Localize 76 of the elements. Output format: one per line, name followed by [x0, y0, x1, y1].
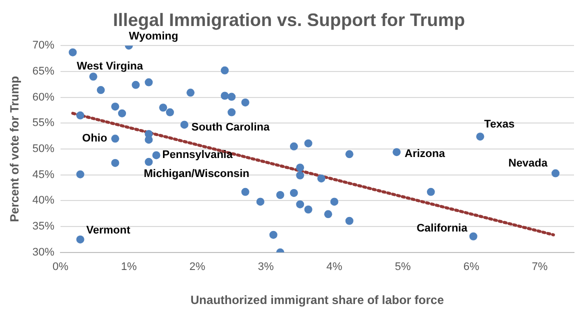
- x-tick-label: 3%: [258, 261, 274, 274]
- y-tick-label: 65%: [32, 65, 55, 78]
- y-tick-label: 45%: [32, 168, 55, 181]
- point: [290, 142, 298, 150]
- y-tick-label: 50%: [32, 143, 55, 156]
- point: [166, 108, 174, 116]
- y-tick-label: 35%: [32, 220, 55, 233]
- point: [304, 139, 312, 148]
- point: [111, 134, 120, 143]
- annotation: Vermont: [86, 224, 131, 237]
- annotation: West Virgina: [76, 60, 144, 72]
- annotation: Ohio: [82, 132, 108, 145]
- point: [345, 216, 354, 225]
- point: [76, 170, 84, 178]
- point: [228, 92, 236, 101]
- point: [159, 104, 168, 112]
- x-tick-label: 0%: [52, 261, 69, 274]
- point: [144, 78, 153, 86]
- point: [317, 174, 326, 182]
- point: [118, 109, 126, 118]
- point: [220, 92, 229, 100]
- annotation: Pennsylvania: [162, 149, 234, 162]
- annotation: South Carolina: [191, 122, 270, 134]
- point: [269, 230, 278, 239]
- x-tick-label: 6%: [463, 261, 480, 274]
- point: [144, 158, 153, 166]
- annotation: Wyoming: [128, 30, 178, 43]
- point: [304, 205, 312, 214]
- point: [469, 232, 478, 240]
- x-tick-label: 7%: [532, 261, 548, 274]
- y-axis-title: Percent of vote for Trump: [8, 76, 22, 222]
- y-tick-label: 55%: [32, 117, 55, 130]
- point: [111, 102, 120, 111]
- x-tick-label: 1%: [120, 261, 138, 274]
- y-tick-label: 60%: [32, 91, 55, 104]
- point: [241, 188, 250, 196]
- point: [426, 188, 435, 196]
- point: [324, 210, 332, 218]
- annotation: Arizona: [404, 148, 446, 160]
- point: [296, 164, 304, 172]
- point: [392, 148, 401, 156]
- point: [152, 151, 160, 160]
- point: [552, 169, 560, 178]
- point: [276, 191, 284, 200]
- point: [228, 108, 236, 116]
- y-tick-label: 70%: [32, 40, 55, 52]
- annotation: Michigan/Wisconsin: [144, 168, 250, 180]
- annotation: Texas: [484, 118, 515, 131]
- x-axis-title: Unauthorized immigrant share of labor force: [190, 293, 444, 308]
- point: [96, 86, 105, 94]
- y-tick-label: 30%: [32, 246, 55, 258]
- annotation: Nevada: [508, 157, 548, 170]
- chart-title: Illegal Immigration vs. Support for Trump: [112, 10, 466, 30]
- point: [144, 136, 153, 144]
- point: [132, 80, 140, 89]
- point: [89, 72, 98, 81]
- point: [68, 48, 77, 56]
- point: [76, 111, 84, 120]
- x-tick-label: 4%: [326, 261, 342, 274]
- point: [345, 150, 354, 158]
- point: [241, 98, 250, 106]
- point: [186, 88, 195, 97]
- x-tick-label: 2%: [189, 261, 206, 274]
- point: [220, 66, 229, 74]
- point: [296, 200, 304, 208]
- x-tick-label: 5%: [394, 261, 411, 274]
- point: [180, 120, 188, 129]
- point: [111, 158, 120, 167]
- point: [290, 188, 298, 197]
- point: [76, 235, 84, 244]
- point: [256, 198, 264, 206]
- point: [296, 171, 304, 180]
- y-tick-label: 40%: [32, 194, 55, 207]
- annotation: California: [416, 222, 468, 234]
- point: [330, 198, 338, 206]
- point: [476, 132, 484, 141]
